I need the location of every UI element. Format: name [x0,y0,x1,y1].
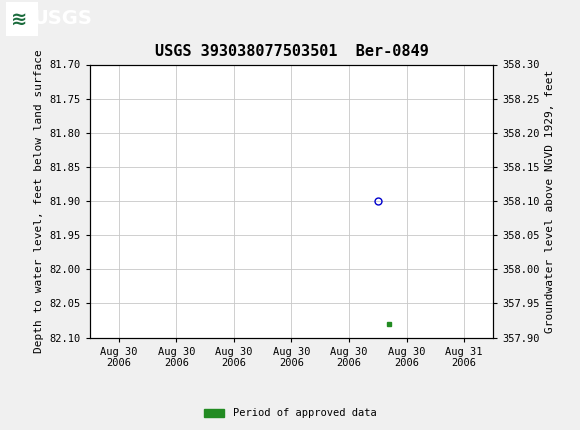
Bar [6,2,38,36]
Title: USGS 393038077503501  Ber-0849: USGS 393038077503501 Ber-0849 [155,44,428,59]
Text: USGS: USGS [32,9,92,28]
Y-axis label: Depth to water level, feet below land surface: Depth to water level, feet below land su… [34,49,44,353]
Text: ≋: ≋ [3,7,24,31]
Legend: Period of approved data: Period of approved data [200,404,380,423]
Text: ≋: ≋ [10,9,27,28]
Y-axis label: Groundwater level above NGVD 1929, feet: Groundwater level above NGVD 1929, feet [545,69,555,333]
